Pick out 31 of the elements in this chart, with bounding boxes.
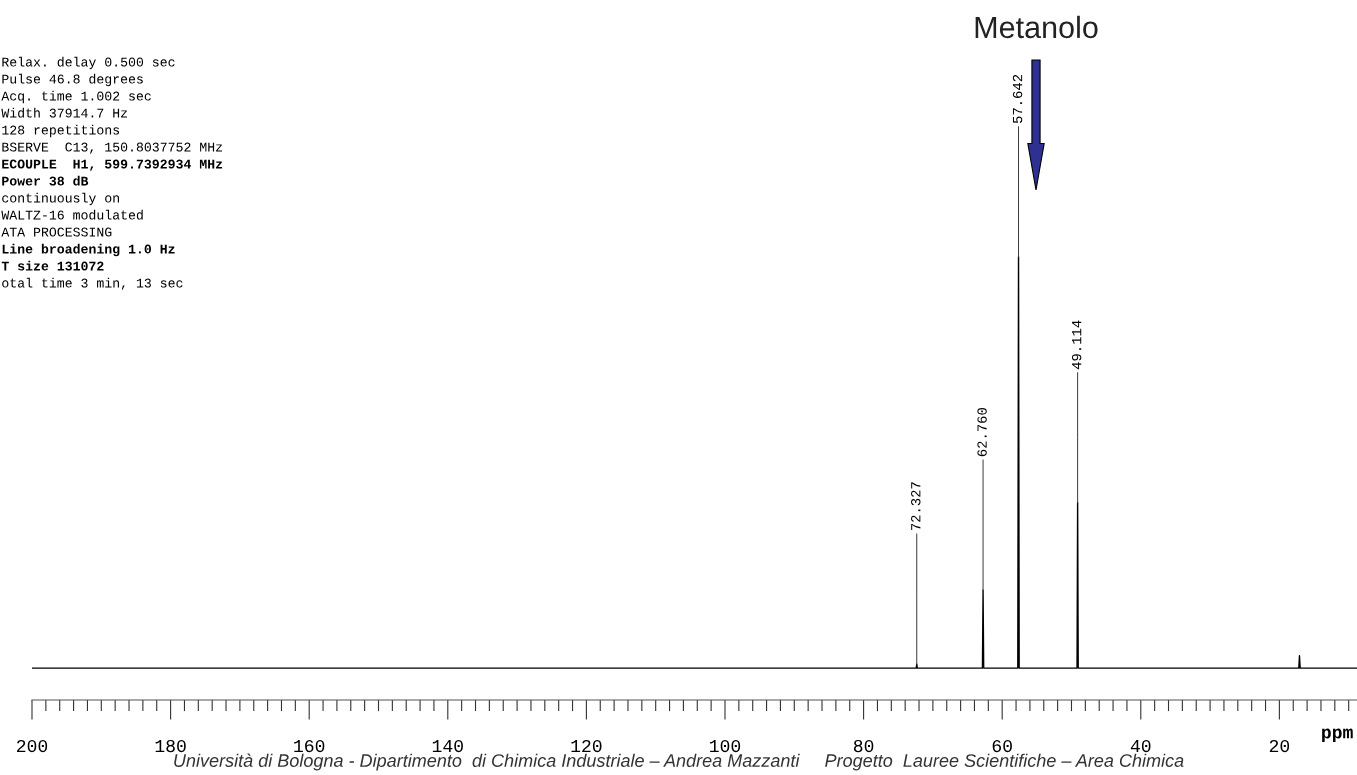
x-tick-label: 140 <box>432 739 463 753</box>
annotation: T size 131072 <box>1 260 104 271</box>
text: Pulse 46.8 degrees <box>2 73 143 87</box>
annotation: 57.642 <box>1012 74 1023 124</box>
text: Power 38 dB <box>2 175 89 186</box>
x-tick-label: 200 <box>17 739 48 753</box>
text: 128 repetitions <box>2 124 120 138</box>
x-tick-label: 60 <box>992 739 1012 753</box>
x-tick-label: 100 <box>710 739 741 753</box>
x-axis-title: ppm <box>1322 728 1353 743</box>
annotation: otal time 3 min, 13 sec <box>2 277 183 290</box>
text: WALTZ-16 modulated <box>1 209 143 220</box>
text: continuously on <box>2 192 119 206</box>
x-tick-label: 20 <box>1269 739 1290 753</box>
annotation: 62.760 <box>977 408 987 457</box>
text: Width 37914.7 Hz <box>1 107 128 118</box>
text: ATA PROCESSING <box>1 227 112 237</box>
text: Line broadening 1.0 Hz <box>2 243 175 257</box>
text: Relax. delay 0.500 sec <box>2 56 175 70</box>
annotation: 72.327 <box>911 482 921 531</box>
text: Università di Bologna - Dipartimento di Chimica Industriale – Andrea Mazzanti Progetto Lauree Scientifiche – Area Chimica <box>174 753 1184 771</box>
text: BSERVE C13, 150.8037752 MHz <box>2 142 223 154</box>
x-tick-label: 160 <box>294 739 325 753</box>
x-tick-label: 80 <box>853 739 874 753</box>
text: Acq. time 1.002 sec <box>1 90 151 104</box>
x-tick-label: 40 <box>1130 739 1151 753</box>
x-tick-label: 120 <box>571 739 602 753</box>
text: ECOUPLE H1, 599.7392934 MHz <box>2 159 223 171</box>
annotation: 49.114 <box>1071 320 1082 370</box>
x-tick-label: 180 <box>155 739 186 753</box>
text: Metanolo <box>975 15 1098 39</box>
